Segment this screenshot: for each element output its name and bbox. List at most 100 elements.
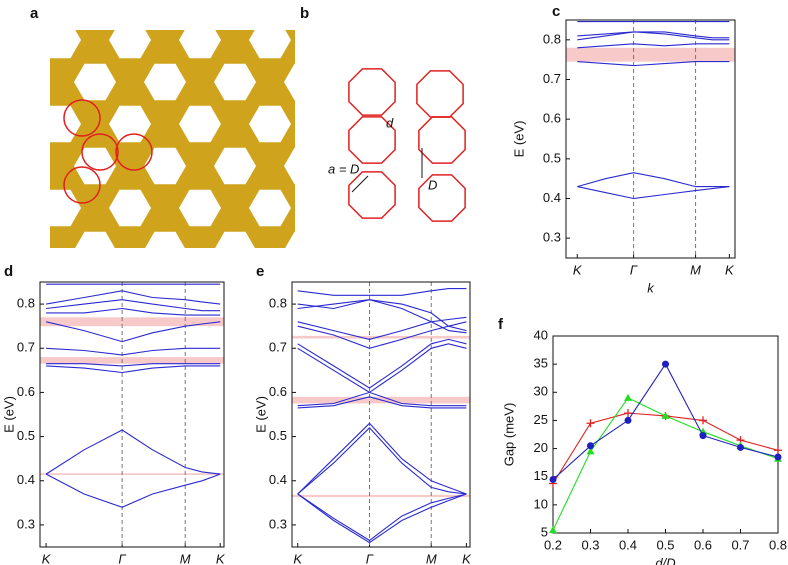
unit-circle <box>63 99 101 137</box>
hole <box>50 30 81 59</box>
band-line <box>297 299 467 332</box>
panel-label: b <box>300 5 309 22</box>
panel-label: a <box>30 5 39 22</box>
octagon <box>418 174 466 222</box>
x-tick-label: K <box>42 551 52 565</box>
hole <box>249 189 291 227</box>
band-line <box>297 493 467 544</box>
diagram-label: d <box>386 115 394 130</box>
gap-band <box>40 317 224 327</box>
plot-frame <box>565 19 736 259</box>
band-line <box>45 429 221 475</box>
band-line <box>46 363 221 367</box>
band-line <box>46 347 221 356</box>
y-tick-label: 0.7 <box>17 340 35 355</box>
y-tick-label: 0.3 <box>543 230 561 245</box>
y-tick-label: 0.8 <box>269 296 287 311</box>
band-line <box>297 422 467 495</box>
marker <box>774 446 782 455</box>
y-axis-label: E (eV) <box>1 396 16 433</box>
band-line <box>297 493 467 542</box>
band-line <box>577 31 730 39</box>
gap-band <box>292 494 470 498</box>
gap-band <box>292 335 470 339</box>
hole <box>179 105 221 143</box>
hole <box>249 30 291 59</box>
marker <box>586 419 595 428</box>
hole <box>109 30 151 59</box>
hole <box>354 232 396 268</box>
y-tick-label: 20 <box>534 440 548 455</box>
hole <box>284 147 295 185</box>
y-tick-label: 0.5 <box>269 428 287 443</box>
y-tick-label: 0.6 <box>543 111 561 126</box>
gap-band <box>40 473 224 476</box>
arrow <box>351 175 369 193</box>
hole <box>50 189 81 227</box>
hole <box>179 30 221 59</box>
hole <box>144 63 186 101</box>
x-tick-label: Γ <box>366 551 374 565</box>
octagon <box>348 116 396 164</box>
octagon <box>418 116 466 164</box>
x-tick-label: K <box>216 551 226 565</box>
marker <box>699 432 707 440</box>
y-tick-label: 30 <box>534 384 548 399</box>
x-axis-label: d/D <box>655 555 675 565</box>
unit-circle <box>115 133 153 171</box>
marker <box>549 476 557 484</box>
band-line <box>297 391 467 407</box>
band-line <box>297 288 467 296</box>
y-axis-label: E (eV) <box>253 396 268 433</box>
y-tick-label: 40 <box>534 327 548 342</box>
y-tick-label: 0.7 <box>269 340 287 355</box>
y-tick-label: 0.7 <box>543 71 561 86</box>
octagon <box>348 68 396 116</box>
x-tick-label: M <box>690 262 701 277</box>
y-tick-label: 0.6 <box>17 384 35 399</box>
x-tick-label: M <box>180 551 191 565</box>
hole <box>179 189 221 227</box>
gap-band <box>40 357 224 364</box>
hole <box>75 231 115 248</box>
band-line <box>552 363 779 480</box>
marker <box>661 411 670 419</box>
x-tick-label: 0.8 <box>769 537 787 552</box>
y-tick-label: 0.5 <box>17 428 35 443</box>
y-tick-label: 5 <box>541 524 548 539</box>
hole <box>145 231 185 248</box>
diagram-label: D <box>428 177 437 192</box>
plot-frame <box>39 281 225 548</box>
hole <box>285 231 295 248</box>
band-line <box>577 186 730 200</box>
marker <box>587 442 594 450</box>
x-tick-label: Γ <box>118 551 126 565</box>
hole <box>354 148 396 184</box>
hole <box>249 105 291 143</box>
hole <box>109 189 151 227</box>
hole <box>144 147 186 185</box>
band-line <box>45 473 221 508</box>
y-tick-label: 15 <box>534 468 548 483</box>
y-tick-label: 35 <box>534 356 548 371</box>
y-tick-label: 0.3 <box>17 516 35 531</box>
marker <box>586 447 595 455</box>
y-tick-label: 0.6 <box>269 384 287 399</box>
x-tick-label: 0.7 <box>731 537 749 552</box>
band-line <box>46 307 221 316</box>
unit-circle <box>81 133 119 171</box>
hole <box>74 63 116 101</box>
x-tick-label: 0.6 <box>694 537 712 552</box>
band-line <box>297 316 467 340</box>
x-tick-label: Γ <box>630 262 638 277</box>
hole <box>215 231 255 248</box>
marker <box>774 453 782 461</box>
hole <box>319 190 361 226</box>
hole <box>214 63 256 101</box>
diagram-label: a = D <box>328 161 359 176</box>
band-line <box>46 299 221 312</box>
x-axis-label: k <box>647 280 655 295</box>
y-tick-label: 0.4 <box>269 472 287 487</box>
x-tick-label: K <box>573 262 583 277</box>
